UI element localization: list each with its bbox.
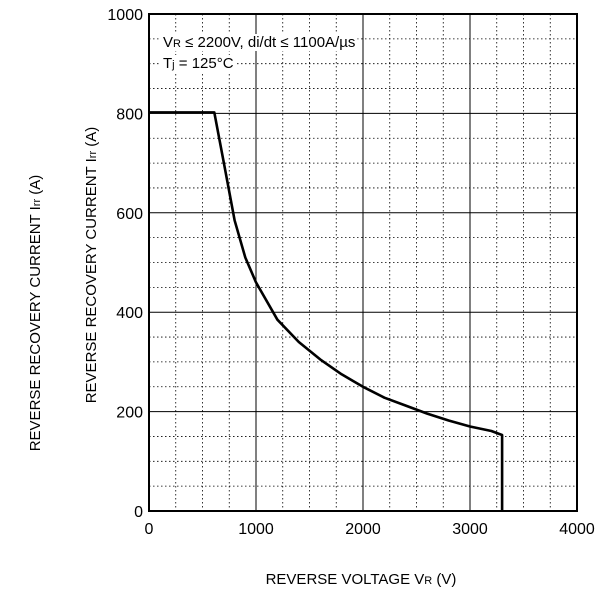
- y-tick-label: 0: [134, 504, 143, 521]
- y-axis-label-inner-subscript: rr: [87, 151, 99, 159]
- y-tick-label: 600: [116, 206, 143, 223]
- annotation-part: R: [173, 38, 181, 50]
- y-tick-label: 1000: [107, 7, 143, 24]
- y-tick-label: 400: [116, 305, 143, 322]
- y-axis-label-inner-main: REVERSE RECOVERY CURRENT I: [83, 158, 100, 403]
- x-axis-label-subscript: R: [424, 575, 432, 587]
- annotation-part: T: [163, 55, 172, 72]
- x-tick-label: 4000: [559, 521, 595, 538]
- y-axis-label-outer-main: REVERSE RECOVERY CURRENT I: [27, 206, 44, 451]
- x-tick-label: 0: [145, 521, 154, 538]
- annotation-background: [161, 55, 236, 72]
- plot-frame: [148, 13, 578, 512]
- annotation-part: ≤ 2200V, di/dt ≤ 1100A/µs: [181, 34, 355, 51]
- annotation: Tj = 125°C: [161, 55, 236, 72]
- annotation-part: V: [163, 34, 173, 51]
- series-line: [149, 111, 504, 511]
- y-tick-label: 800: [116, 106, 143, 123]
- y-axis-label-outer: REVERSE RECOVERY CURRENT Irr (A): [27, 175, 44, 452]
- annotation-background: [161, 34, 358, 51]
- annotation-part: = 125°C: [175, 55, 234, 72]
- x-axis-label: REVERSE VOLTAGE VR (V): [266, 571, 457, 588]
- major-grid: [149, 14, 577, 511]
- x-tick-label: 1000: [238, 521, 274, 538]
- x-tick-label: 2000: [345, 521, 381, 538]
- y-axis-label-inner-unit: (A): [83, 127, 100, 151]
- y-tick-label: 200: [116, 405, 143, 422]
- annotation: VR ≤ 2200V, di/dt ≤ 1100A/µs: [161, 34, 358, 51]
- x-tick-label: 3000: [452, 521, 488, 538]
- y-axis-label-inner: REVERSE RECOVERY CURRENT Irr (A): [83, 127, 100, 404]
- annotation-text: Tj = 125°C: [163, 55, 234, 72]
- annotations: VR ≤ 2200V, di/dt ≤ 1100A/µs Tj = 125°C: [161, 34, 358, 72]
- y-axis-label-outer-subscript: rr: [31, 199, 43, 207]
- x-axis-label-unit: (V): [432, 571, 456, 588]
- y-tick-labels: 0 200 400 600 800 1000: [107, 7, 143, 521]
- x-axis-label-main: REVERSE VOLTAGE V: [266, 571, 425, 588]
- minor-grid: [149, 14, 577, 511]
- annotation-text: VR ≤ 2200V, di/dt ≤ 1100A/µs: [163, 34, 355, 51]
- annotation-part: j: [171, 59, 174, 71]
- x-tick-labels: 0 1000 2000 3000 4000: [145, 521, 595, 538]
- y-axis-label-outer-unit: (A): [27, 175, 44, 199]
- series-layer: [149, 111, 504, 511]
